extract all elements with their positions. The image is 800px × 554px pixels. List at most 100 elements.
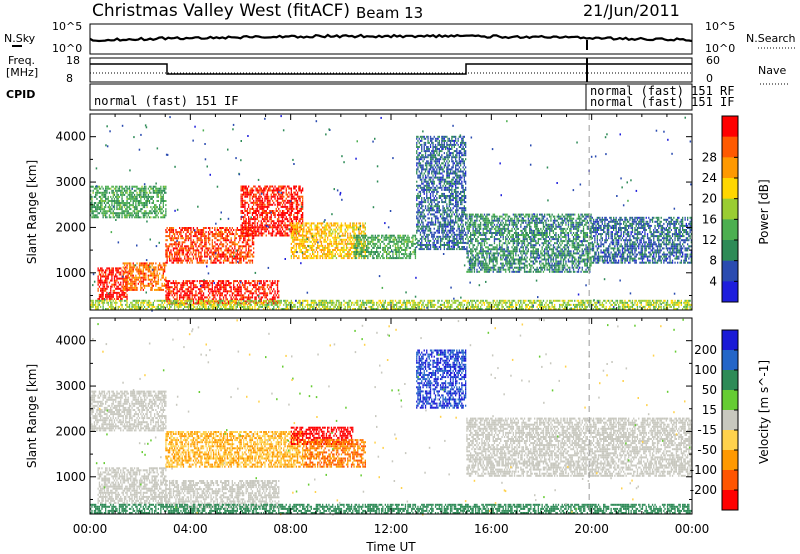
heatmap-cell <box>168 235 169 237</box>
heatmap-cell <box>227 290 228 292</box>
heatmap-cell <box>279 220 280 222</box>
heatmap-cell <box>297 206 298 208</box>
heatmap-cell <box>241 204 242 206</box>
heatmap-cell <box>253 210 254 212</box>
heatmap-cell <box>123 266 124 268</box>
heatmap-cell <box>194 241 195 243</box>
heatmap-cell <box>297 192 298 194</box>
heatmap-cell <box>165 243 166 245</box>
heatmap-cell <box>194 303 195 305</box>
heatmap-cell <box>177 231 178 233</box>
heatmap-cell <box>401 239 402 241</box>
heatmap-cell <box>254 186 255 188</box>
heatmap-cell <box>347 235 348 237</box>
heatmap-cell <box>264 284 265 286</box>
heatmap-cell <box>187 227 188 229</box>
heatmap-cell <box>395 237 396 239</box>
heatmap-cell <box>422 222 423 224</box>
heatmap-cell <box>229 227 230 229</box>
heatmap-cell <box>153 266 154 268</box>
heatmap-cell <box>208 284 209 286</box>
heatmap-cell <box>274 226 275 228</box>
heatmap-cell <box>426 248 427 250</box>
heatmap-cell <box>139 277 140 279</box>
heatmap-cell <box>193 258 194 260</box>
heatmap-cell <box>321 237 322 239</box>
heatmap-cell <box>274 290 275 292</box>
heatmap-cell <box>217 254 218 256</box>
heatmap-cell <box>263 218 264 220</box>
heatmap-cell <box>246 222 247 224</box>
heatmap-cell <box>414 235 415 237</box>
heatmap-cell <box>101 298 102 300</box>
heatmap-cell <box>365 249 366 251</box>
heatmap-cell <box>277 280 278 282</box>
heatmap-cell <box>109 188 110 190</box>
heatmap-cell <box>194 235 195 237</box>
heatmap-cell <box>146 216 147 218</box>
heatmap-cell <box>310 245 311 247</box>
heatmap-cell <box>248 230 249 232</box>
heatmap-cell <box>104 200 105 202</box>
heatmap-cell <box>238 286 239 288</box>
heatmap-cell <box>179 282 180 284</box>
heatmap-cell <box>372 257 373 259</box>
heatmap-cell <box>188 296 189 298</box>
heatmap-cell <box>124 212 125 214</box>
heatmap-cell <box>148 196 149 198</box>
heatmap-cell <box>199 256 200 258</box>
heatmap-cell <box>366 235 367 237</box>
heatmap-cell <box>417 240 418 242</box>
heatmap-cell <box>404 245 405 247</box>
heatmap-cell <box>430 213 431 215</box>
heatmap-cell <box>427 240 428 242</box>
heatmap-cell <box>252 190 253 192</box>
heatmap-cell <box>435 217 436 219</box>
heatmap-cell <box>326 257 327 259</box>
heatmap-cell <box>144 279 145 281</box>
heatmap-cell <box>105 290 106 292</box>
heatmap-cell <box>286 224 287 226</box>
heatmap-cell <box>222 292 223 294</box>
heatmap-cell <box>138 216 139 218</box>
heatmap-cell <box>200 243 201 245</box>
heatmap-cell <box>299 220 300 222</box>
heatmap-cell <box>120 271 121 273</box>
heatmap-cell <box>236 237 237 239</box>
heatmap-cell <box>254 280 255 282</box>
heatmap-cell <box>204 288 205 290</box>
heatmap-cell <box>207 280 208 282</box>
heatmap-cell <box>421 154 422 156</box>
heatmap-cell <box>200 258 201 260</box>
heatmap-cell <box>248 216 249 218</box>
heatmap-cell <box>266 196 267 198</box>
heatmap-cell <box>370 251 371 253</box>
heatmap-cell <box>424 244 425 246</box>
heatmap-cell <box>313 253 314 255</box>
heatmap-cell <box>106 198 107 200</box>
heatmap-cell <box>174 241 175 243</box>
heatmap-cell <box>384 247 385 249</box>
heatmap-cell <box>194 249 195 251</box>
heatmap-cell <box>154 216 155 218</box>
heatmap-cell <box>153 285 154 287</box>
heatmap-cell <box>236 280 237 282</box>
heatmap-cell <box>203 282 204 284</box>
heatmap-cell <box>182 260 183 262</box>
heatmap-cell <box>202 284 203 286</box>
heatmap-cell <box>328 225 329 227</box>
heatmap-cell <box>263 194 264 196</box>
heatmap-cell <box>272 186 273 188</box>
heatmap-cell <box>224 237 225 239</box>
heatmap-cell <box>350 255 351 257</box>
heatmap-cell <box>277 206 278 208</box>
heatmap-cell <box>139 200 140 202</box>
heatmap-cell <box>311 233 312 235</box>
heatmap-cell <box>150 210 151 212</box>
heatmap-cell <box>427 173 428 175</box>
heatmap-cell <box>291 247 292 249</box>
heatmap-cell <box>257 192 258 194</box>
heatmap-cell <box>284 226 285 228</box>
heatmap-cell <box>228 239 229 241</box>
heatmap-cell <box>212 233 213 235</box>
